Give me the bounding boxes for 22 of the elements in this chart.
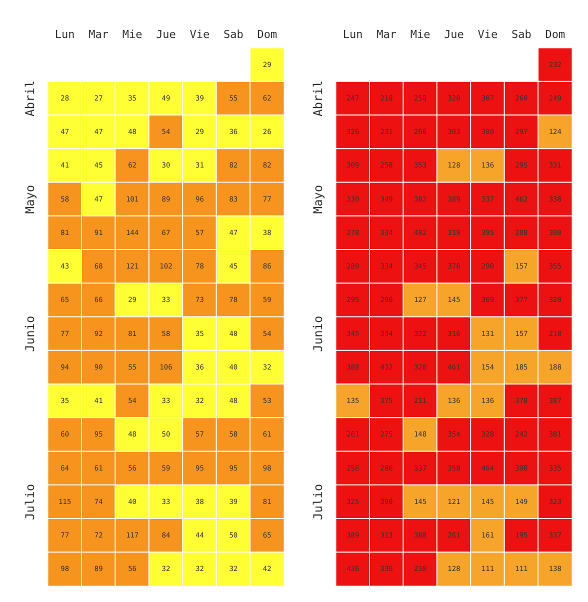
x-tick-label: Lun [54,28,75,41]
x-tick-label: Mie [410,28,430,41]
y-tick-label: Julio [311,484,325,520]
x-tick-label: Sab [223,28,244,41]
x-tick-label: Mar [376,28,397,41]
x-tick-label: Jue [444,28,464,41]
y-tick-label: Mayo [311,184,325,214]
y-tick-label: Mayo [23,184,37,214]
x-tick-label: Lun [342,28,363,41]
y-tick-label: Junio [311,316,325,352]
x-tick-label: Mar [88,28,109,41]
y-tick-label: Junio [23,316,37,352]
y-tick-label: Julio [23,484,37,520]
x-tick-label: Jue [156,28,176,41]
x-tick-label: Mie [122,28,142,41]
x-tick-label: Sab [511,28,532,41]
y-tick-label: Abril [23,80,37,116]
y-tick-label: Abril [311,80,325,116]
x-tick-label: Vie [190,28,210,41]
x-tick-label: Vie [478,28,498,41]
x-tick-label: Dom [257,28,278,41]
x-tick-label: Dom [545,28,566,41]
